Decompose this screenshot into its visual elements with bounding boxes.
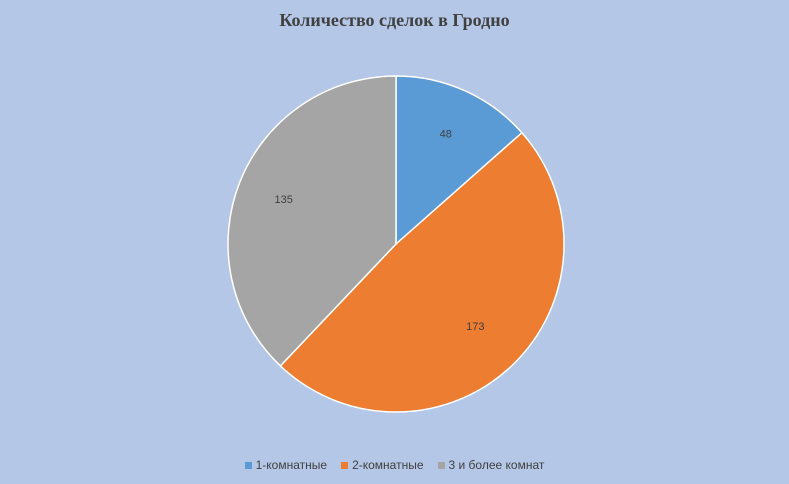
data-label-2: 173	[466, 321, 484, 333]
legend-label-3: 3 и более комнат	[448, 458, 545, 472]
data-label-3: 135	[274, 194, 292, 206]
legend-item: 3 и более комнат	[437, 458, 545, 472]
legend-swatch-2	[341, 461, 349, 469]
legend-label-2: 2-комнатные	[352, 458, 424, 472]
pie-slice-3	[227, 75, 397, 367]
pie-slice-1	[395, 75, 523, 246]
chart-title: Количество сделок в Гродно	[279, 10, 510, 30]
pie-slice-2	[279, 131, 565, 413]
pie-chart: 48 173 135	[227, 75, 565, 413]
legend-swatch-1	[244, 461, 252, 469]
data-label-1: 48	[440, 129, 452, 141]
legend-label-1: 1-комнатные	[255, 458, 328, 472]
legend-swatch-3	[437, 461, 445, 469]
legend-item: 1-комнатные	[244, 458, 328, 472]
legend-item: 2-комнатные	[341, 458, 424, 472]
legend: 1-комнатные 2-комнатные 3 и более комнат	[0, 458, 789, 472]
